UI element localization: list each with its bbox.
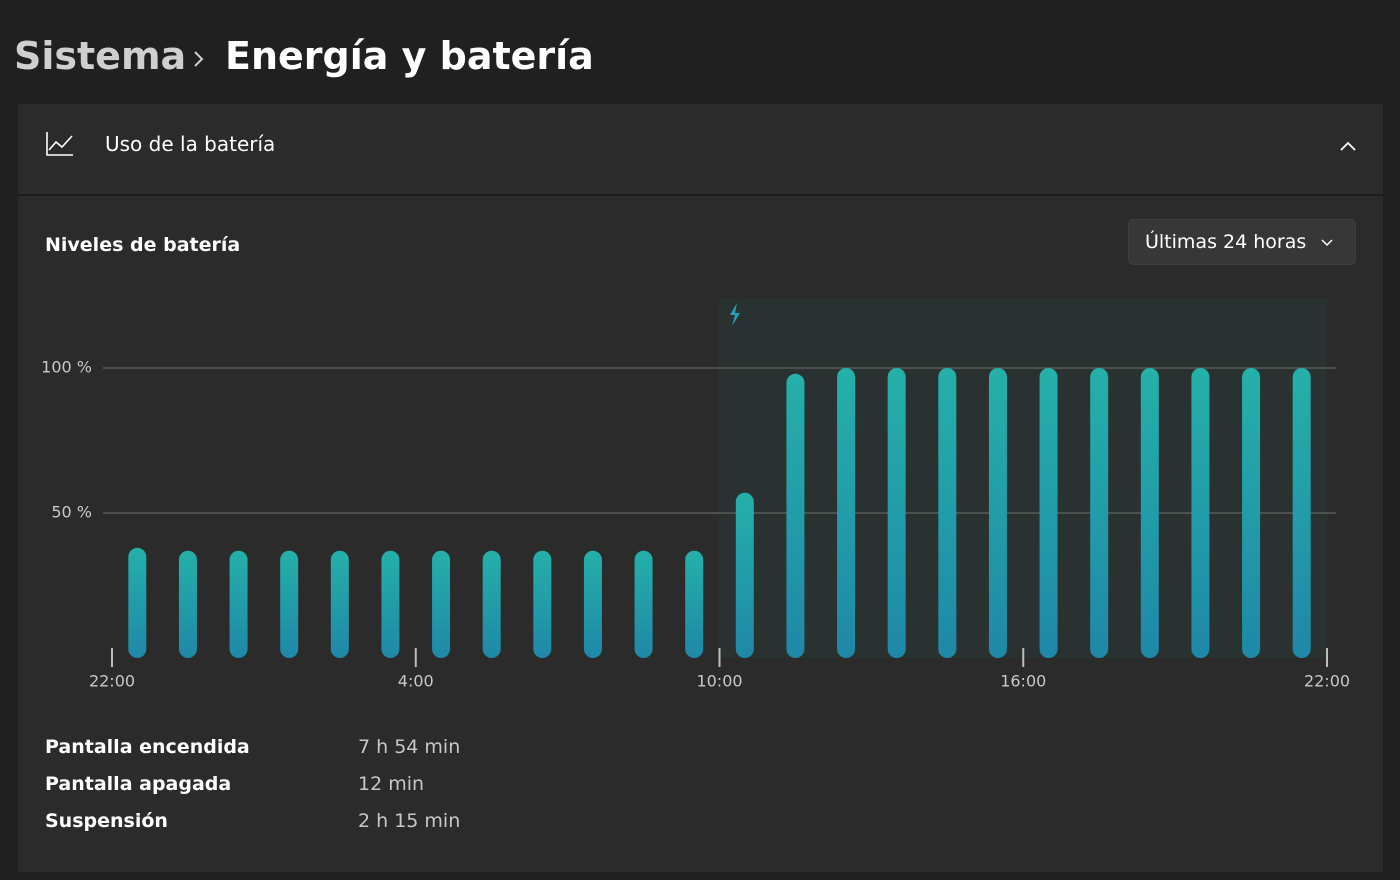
bar <box>887 368 906 658</box>
bar <box>1292 368 1311 658</box>
bar <box>786 373 805 658</box>
bar <box>178 550 197 658</box>
bar <box>583 550 602 658</box>
stat-label: Pantalla apagada <box>45 773 232 795</box>
bar <box>837 368 856 658</box>
bar <box>634 550 653 658</box>
stat-value: 2 h 15 min <box>358 810 461 832</box>
bar <box>533 550 552 658</box>
charging-icon <box>730 303 740 326</box>
y-tick-label: 50 % <box>51 503 92 522</box>
range-dropdown[interactable] <box>1128 219 1356 265</box>
bar <box>280 550 299 658</box>
plot: 50 % 100 % 22:00 4:00 10:00 16:00 22:00 <box>41 358 1350 691</box>
x-tick-label: 16:00 <box>1000 672 1046 691</box>
page-title: Energía y batería <box>225 34 594 78</box>
breadcrumb-chevron <box>194 51 204 67</box>
section-header[interactable] <box>18 104 1383 194</box>
bar <box>938 368 957 658</box>
dropdown-chevron[interactable] <box>1321 239 1333 247</box>
bar <box>1090 368 1109 658</box>
bar <box>432 550 451 658</box>
x-tick-label: 22:00 <box>89 672 135 691</box>
collapse-chevron[interactable] <box>1340 141 1356 151</box>
chart-title: Niveles de batería <box>45 234 241 256</box>
x-tick-label: 10:00 <box>696 672 742 691</box>
charging-region <box>719 298 1327 658</box>
bar <box>1039 368 1058 658</box>
stat-label: Suspensión <box>45 810 168 832</box>
bar <box>685 550 704 658</box>
bar <box>330 550 349 658</box>
chart-icon <box>46 132 73 156</box>
range-dropdown-text[interactable]: Últimas 24 horas <box>1145 231 1307 253</box>
stat-label: Pantalla encendida <box>45 736 250 758</box>
stat-value: 12 min <box>358 773 425 795</box>
stat-value: 7 h 54 min <box>358 736 461 758</box>
bar <box>1140 368 1159 658</box>
section-title[interactable]: Uso de la batería <box>105 132 276 156</box>
bar <box>1242 368 1261 658</box>
y-tick-label: 100 % <box>41 358 92 377</box>
bar <box>229 550 248 658</box>
bar <box>381 550 400 658</box>
bar <box>735 492 754 658</box>
bar <box>482 550 501 658</box>
breadcrumb-parent[interactable]: Sistema <box>14 34 187 78</box>
bar <box>988 368 1007 658</box>
bar <box>128 547 147 658</box>
bar <box>1191 368 1210 658</box>
x-tick-label: 4:00 <box>398 672 434 691</box>
x-tick-label: 22:00 <box>1304 672 1350 691</box>
